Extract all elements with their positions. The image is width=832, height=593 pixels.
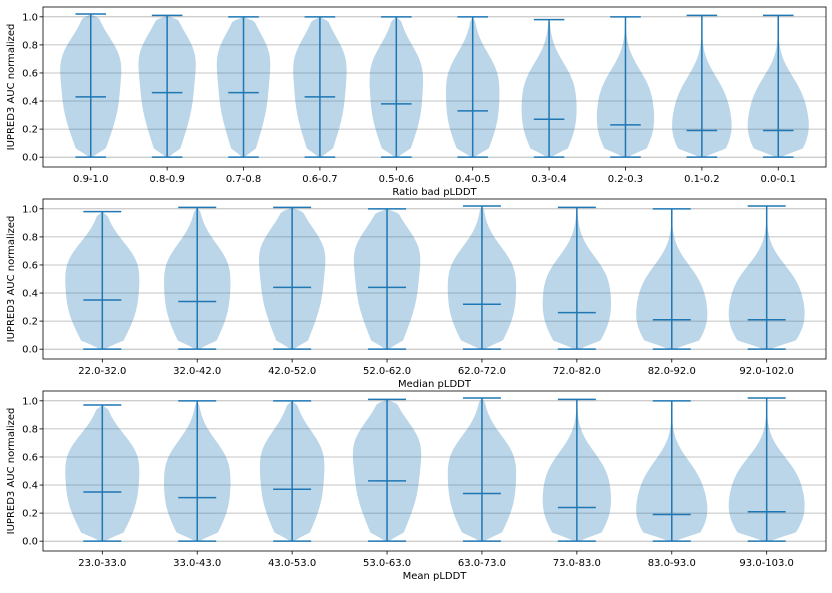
y-axis-label: IUPRED3 AUC normalized	[6, 216, 17, 343]
x-tick-label: 33.0-43.0	[173, 558, 221, 569]
y-tick-label: 0.0	[22, 537, 38, 548]
x-tick-label: 22.0-32.0	[78, 366, 126, 377]
y-tick-label: 1.0	[22, 12, 38, 23]
x-tick-label: 52.0-62.0	[363, 366, 411, 377]
x-tick-label: 93.0-103.0	[739, 558, 794, 569]
subplot-3: 0.0 0.2 0.4 0.6 0.8 1.0 23.0-33.0 33.0-43.0 43.0…	[6, 390, 827, 582]
x-tick-label: 63.0-73.0	[458, 558, 506, 569]
y-tick-label: 0.0	[22, 153, 38, 164]
subplot-2: 0.0 0.2 0.4 0.6 0.8 1.0 22.0-32.0 32.0-42.0 42.0…	[6, 198, 827, 390]
axes-frame	[42, 390, 827, 552]
y-tick-label: 0.0	[22, 345, 38, 356]
y-tick-label: 0.8	[22, 232, 38, 243]
y-tick-label: 0.4	[22, 289, 38, 300]
x-tick-label: 0.6-0.7	[302, 174, 337, 185]
x-axis-label: Median pLDDT	[398, 379, 472, 390]
x-tick-label: 0.0-0.1	[761, 174, 796, 185]
x-tick-label: 92.0-102.0	[739, 366, 794, 377]
y-tick-label: 0.6	[22, 260, 38, 271]
y-tick-label: 0.2	[22, 317, 38, 328]
x-tick-label: 0.8-0.9	[149, 174, 184, 185]
y-tick-label: 0.6	[22, 68, 38, 79]
y-tick-label: 0.2	[22, 125, 38, 136]
axes-frame	[42, 198, 827, 360]
x-tick-label: 83.0-93.0	[648, 558, 696, 569]
x-tick-label: 0.1-0.2	[684, 174, 719, 185]
y-axis-label: IUPRED3 AUC normalized	[6, 24, 17, 151]
y-axis-label: IUPRED3 AUC normalized	[6, 408, 17, 535]
x-tick-label: 73.0-83.0	[553, 558, 601, 569]
y-tick-label: 0.6	[22, 452, 38, 463]
x-tick-label: 0.5-0.6	[379, 174, 414, 185]
x-tick-label: 0.9-1.0	[73, 174, 108, 185]
x-tick-label: 43.0-53.0	[268, 558, 316, 569]
x-tick-label: 32.0-42.0	[173, 366, 221, 377]
x-tick-label: 72.0-82.0	[553, 366, 601, 377]
x-axis-label: Mean pLDDT	[403, 571, 468, 582]
x-axis-label: Ratio bad pLDDT	[392, 187, 477, 198]
y-tick-label: 1.0	[22, 396, 38, 407]
x-tick-label: 0.4-0.5	[455, 174, 490, 185]
y-tick-label: 0.8	[22, 424, 38, 435]
y-tick-label: 0.8	[22, 40, 38, 51]
y-tick-label: 1.0	[22, 204, 38, 215]
x-tick-label: 0.3-0.4	[531, 174, 566, 185]
x-tick-label: 42.0-52.0	[268, 366, 316, 377]
x-tick-label: 53.0-63.0	[363, 558, 411, 569]
x-tick-label: 23.0-33.0	[78, 558, 126, 569]
subplot-1: 0.0 0.2 0.4 0.6 0.8 1.0 0.9-1.0 0.8-0.9 0.7-0.8 0…	[6, 6, 827, 198]
x-tick-label: 0.2-0.3	[608, 174, 643, 185]
y-tick-label: 0.4	[22, 481, 38, 492]
y-tick-label: 0.2	[22, 509, 38, 520]
x-tick-label: 82.0-92.0	[648, 366, 696, 377]
y-tick-label: 0.4	[22, 97, 38, 108]
x-tick-label: 0.7-0.8	[226, 174, 261, 185]
axes-frame	[42, 6, 827, 168]
x-tick-label: 62.0-72.0	[458, 366, 506, 377]
